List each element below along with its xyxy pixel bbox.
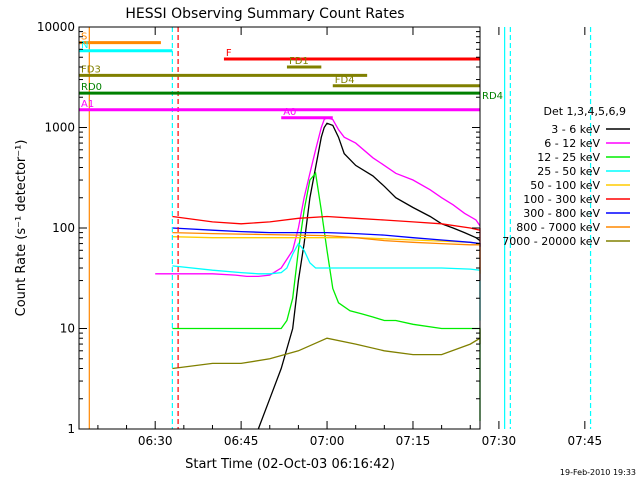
y-tick-label-1: 10 bbox=[60, 322, 75, 336]
flag-label-1: N bbox=[81, 40, 88, 51]
x-axis-label: Start Time (02-Oct-03 06:16:42) bbox=[185, 457, 395, 472]
x-tick-label-4: 07:30 bbox=[482, 434, 517, 448]
y-axis-label: Count Rate (s⁻¹ detector⁻¹) bbox=[14, 140, 29, 317]
x-tick-label-1: 06:45 bbox=[224, 434, 259, 448]
x-tick-label-0: 06:30 bbox=[138, 434, 173, 448]
flag-label-3: FD1 bbox=[289, 56, 309, 67]
x-tick-label-3: 07:15 bbox=[396, 434, 431, 448]
legend-label-5: 100 - 300 keV bbox=[523, 193, 600, 206]
flag-label-0: S bbox=[81, 32, 87, 43]
legend-label-1: 6 - 12 keV bbox=[544, 137, 600, 150]
legend-label-6: 300 - 800 keV bbox=[523, 207, 600, 220]
legend-label-3: 25 - 50 keV bbox=[537, 165, 600, 178]
axis-layer: 06:30 06:45 07:00 07:15 07:30 07:45 1 10 100 1000… bbox=[37, 20, 602, 448]
series-line-2 bbox=[172, 171, 481, 421]
legend-label-7: 800 - 7000 keV bbox=[516, 221, 600, 234]
y-tick-label-2: 100 bbox=[52, 221, 75, 235]
y-tick-label-0: 1 bbox=[67, 422, 75, 436]
series-line-3 bbox=[172, 242, 481, 321]
legend-label-8: 7000 - 20000 keV bbox=[502, 235, 600, 248]
legend-label-4: 50 - 100 keV bbox=[530, 179, 600, 192]
flag-label-2: F bbox=[226, 48, 232, 59]
flag-label-7: RD4 bbox=[482, 91, 503, 102]
legend-title: Det 1,3,4,5,6,9 bbox=[543, 105, 626, 118]
legend-label-0: 3 - 6 keV bbox=[551, 123, 600, 136]
chart-title: HESSI Observing Summary Count Rates bbox=[125, 6, 404, 22]
series-line-7 bbox=[172, 231, 481, 246]
flag-label-9: A0 bbox=[283, 107, 296, 118]
y-tick-label-3: 1000 bbox=[44, 121, 75, 135]
flag-label-8: A1 bbox=[81, 99, 94, 110]
footer-date: 19-Feb-2010 19:33 bbox=[560, 468, 636, 477]
flag-label-4: FD3 bbox=[81, 64, 101, 75]
flag-label-5: FD4 bbox=[335, 75, 355, 86]
x-tick-label-2: 07:00 bbox=[310, 434, 345, 448]
legend-label-2: 12 - 25 keV bbox=[537, 151, 600, 164]
y-tick-label-4: 10000 bbox=[37, 20, 75, 34]
x-tick-label-5: 07:45 bbox=[568, 434, 603, 448]
flag-label-6: RD0 bbox=[81, 82, 102, 93]
annotation-layer: SN F FD1 FD3 FD4 RD0 RD4 A1 A0 bbox=[79, 27, 592, 429]
